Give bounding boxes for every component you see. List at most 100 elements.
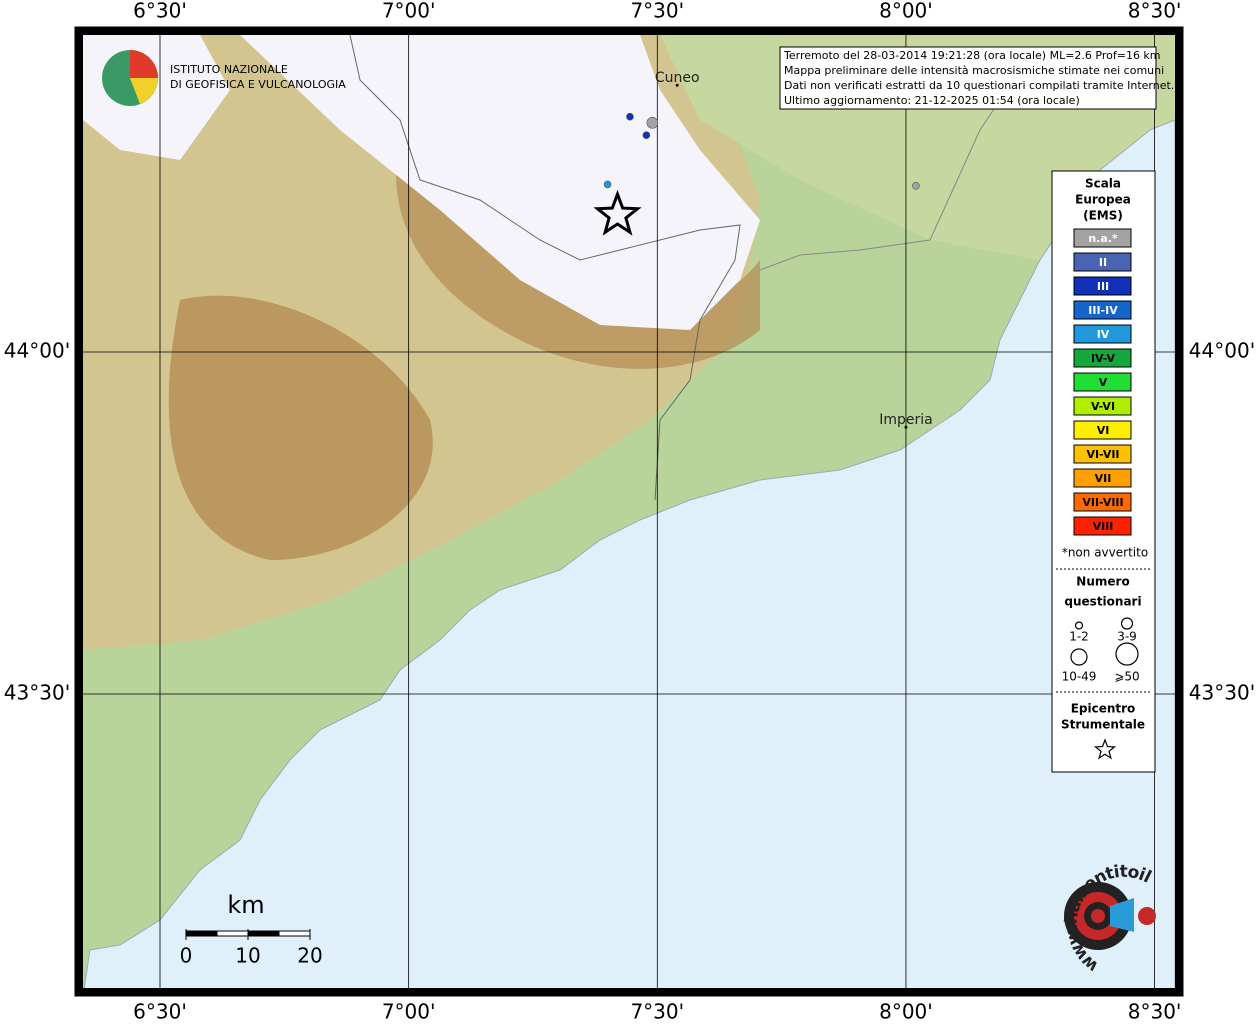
epicenter [593, 189, 642, 236]
info-line: Terremoto del 28-03-2014 19:21:28 (ora l… [783, 49, 1161, 62]
legend-swatch [1073, 396, 1132, 416]
lon-tick-label: 6°30' [133, 0, 187, 23]
info-box: Terremoto del 28-03-2014 19:21:28 (ora l… [779, 46, 1174, 110]
sea [83, 119, 1175, 988]
lon-tick-label: 7°30' [630, 1000, 684, 1024]
city [904, 425, 908, 429]
legend-size [1120, 617, 1134, 630]
legend-label: VI [1097, 424, 1110, 437]
legend-label: V-VI [1091, 400, 1115, 413]
scale-bar: km 0 10 20 [180, 891, 323, 968]
scale-segment [216, 930, 249, 937]
legend-label: III-IV [1088, 304, 1118, 317]
lon-tick-label: 7°00' [382, 0, 436, 23]
legend-swatch [1073, 444, 1132, 464]
legend-title: Scala [1085, 177, 1121, 191]
lon-tick-label: 8°00' [879, 1000, 933, 1024]
legend-swatch [1073, 468, 1132, 488]
mountains [396, 140, 760, 369]
frame [74, 26, 1184, 997]
legend-title: Numero [1076, 575, 1129, 589]
city-label: Imperia [879, 412, 933, 428]
lat-tick-label: 44°00' [4, 339, 70, 363]
scale-segment [185, 930, 218, 937]
points: Cuneo Imperia [593, 70, 933, 429]
graticule [83, 35, 1175, 988]
legend-swatch [1073, 324, 1132, 344]
legend-swatch [1073, 492, 1132, 512]
legend-swatch [1073, 276, 1132, 296]
epicenter [1093, 738, 1117, 760]
legend-size-label: 3-9 [1117, 630, 1137, 644]
legend-title: Europea [1075, 193, 1131, 207]
legend-label: III [1097, 280, 1109, 293]
legend-title: (EMS) [1083, 209, 1123, 223]
logo-segment [130, 50, 158, 78]
legend-size [1070, 648, 1088, 666]
scale-label: 0 [180, 944, 193, 968]
lon-tick-label: 6°30' [133, 1000, 187, 1024]
legend-label: VIII [1093, 520, 1114, 533]
scale-segment [247, 930, 280, 937]
logo-speaker [1110, 898, 1134, 932]
scale-label: 10 [235, 944, 260, 968]
legend-label: VI-VII [1086, 448, 1119, 461]
legend-label: VII-VIII [1082, 496, 1123, 509]
mountains [168, 295, 433, 560]
scale-label: 20 [297, 944, 322, 968]
lat-tick-label: 43°30' [1189, 681, 1255, 705]
lat-tick-label: 44°00' [1189, 339, 1255, 363]
info-line: Dati non verificati estratti da 10 quest… [784, 79, 1174, 92]
legend-swatch [1073, 348, 1132, 368]
legend-size-label: 1-2 [1069, 630, 1089, 644]
legend-swatch [1073, 252, 1132, 272]
scale-unit: km [227, 891, 264, 919]
ingv-logo: ISTITUTO NAZIONALE DI GEOFISICA E VULCAN… [102, 50, 346, 106]
city-label: Cuneo [655, 70, 700, 86]
legend-swatch [1073, 372, 1132, 392]
lon-tick-label: 7°30' [630, 0, 684, 23]
legend-swatch [1073, 228, 1132, 248]
intensity-point [642, 131, 651, 139]
legend-label: IV-V [1091, 352, 1116, 365]
legend-title: Strumentale [1061, 718, 1145, 732]
legend-title: questionari [1064, 595, 1141, 609]
legend-size [1115, 642, 1139, 666]
intensity-point [603, 180, 612, 189]
info-background [779, 46, 1157, 110]
info-line: Mappa preliminare delle intensità macros… [784, 64, 1164, 77]
intensity-point [646, 117, 659, 129]
frame [75, 27, 1183, 996]
border [349, 35, 741, 501]
institute-line: ISTITUTO NAZIONALE [170, 63, 288, 76]
legend-label: V [1099, 376, 1108, 389]
institute-line: DI GEOFISICA E VULCANOLOGIA [170, 78, 346, 91]
logo-badge [1138, 907, 1156, 925]
city [675, 83, 679, 87]
lon-tick-label: 8°00' [879, 0, 933, 23]
logo-ring [1091, 909, 1105, 923]
border [759, 99, 1001, 271]
legend-swatch [1073, 516, 1132, 536]
lon-tick-label: 8°30' [1128, 0, 1182, 23]
legend-size [1074, 621, 1084, 630]
legend-label: VII [1095, 472, 1112, 485]
legend-size-label: 10-49 [1062, 670, 1097, 684]
legend: ScalaEuropea(EMS)n.a.*IIIIIIII-IVIVIV-VV… [1051, 170, 1156, 773]
legend-label: IV [1097, 328, 1110, 341]
scale-segment [278, 930, 311, 937]
logo-segment [130, 78, 158, 104]
lon-tick-label: 7°00' [382, 1000, 436, 1024]
legend-label: n.a.* [1088, 232, 1118, 245]
legend-label: II [1099, 256, 1107, 269]
snow [240, 35, 760, 330]
intensity-point [626, 112, 634, 121]
legend-swatch [1073, 300, 1132, 320]
legend-title: Epicentro [1071, 702, 1136, 716]
legend-size-label: ⩾50 [1114, 670, 1139, 684]
legend-note: *non avvertito [1062, 546, 1148, 560]
intensity-point [912, 181, 920, 190]
lon-tick-label: 8°30' [1128, 1000, 1182, 1024]
terrain [83, 35, 1175, 988]
